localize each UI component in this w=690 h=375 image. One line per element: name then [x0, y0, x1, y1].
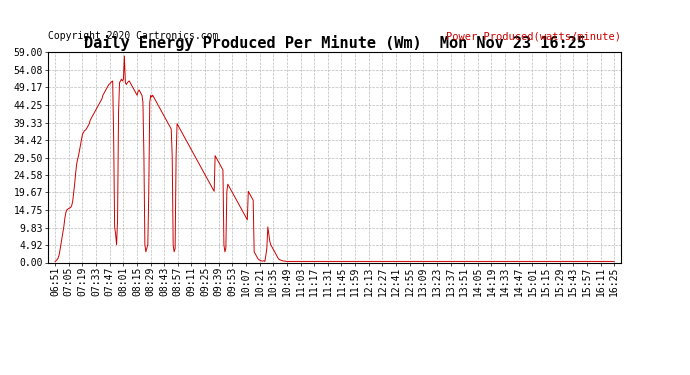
Text: Power Produced(watts/minute): Power Produced(watts/minute) — [446, 31, 621, 41]
Text: Copyright 2020 Cartronics.com: Copyright 2020 Cartronics.com — [48, 31, 219, 41]
Title: Daily Energy Produced Per Minute (Wm)  Mon Nov 23 16:25: Daily Energy Produced Per Minute (Wm) Mo… — [83, 35, 586, 51]
